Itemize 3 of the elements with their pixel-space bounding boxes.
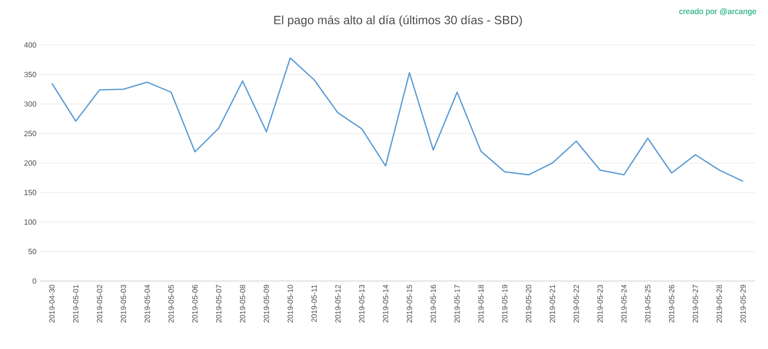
chart-title: El pago más alto al día (últimos 30 días - SBD) [274, 15, 522, 27]
line-series [51, 57, 744, 182]
text: creado por @arcange [679, 8, 756, 16]
